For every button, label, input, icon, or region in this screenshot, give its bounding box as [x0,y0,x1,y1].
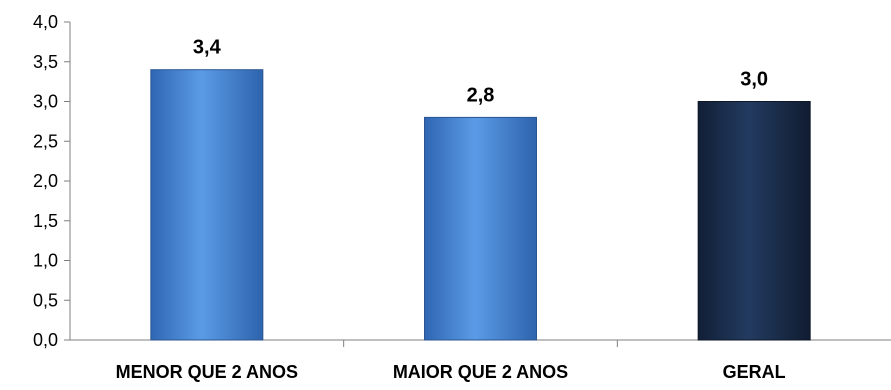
bar-2 [424,116,537,341]
category-label: MENOR QUE 2 ANOS [116,362,298,382]
y-tick-label: 0,0 [33,330,58,350]
y-tick-label: 1,5 [33,211,58,231]
category-label: GERAL [723,362,786,382]
y-tick-label: 3,0 [33,92,58,112]
y-tick-label: 4,0 [33,12,58,32]
y-tick-label: 2,0 [33,171,58,191]
y-tick-label: 3,5 [33,52,58,72]
bar-1 [150,69,264,341]
y-tick-label: 0,5 [33,290,58,310]
bar-3 [697,101,811,341]
data-label: 3,0 [740,69,768,91]
y-tick-label: 1,0 [33,251,58,271]
data-label: 3,4 [193,37,222,59]
category-label: MAIOR QUE 2 ANOS [393,362,568,382]
data-label: 2,8 [467,84,495,106]
y-tick-label: 2,5 [33,131,58,151]
